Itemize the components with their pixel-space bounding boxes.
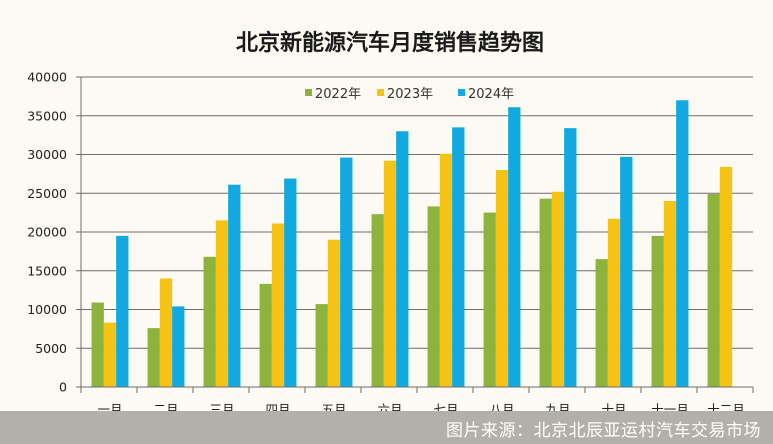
bar-2023-6 xyxy=(383,160,397,387)
legend-swatch-2022 xyxy=(305,89,312,96)
bar-2022-9 xyxy=(539,198,552,387)
y-tick-label: 15000 xyxy=(27,263,67,278)
legend-swatch-2023 xyxy=(377,89,384,96)
y-tick-label: 30000 xyxy=(27,147,67,162)
bar-2022-4 xyxy=(259,283,272,387)
legend: 2022年 2023年 2024年 xyxy=(305,87,514,102)
y-tick-label: 40000 xyxy=(27,70,67,85)
bar-2024-9 xyxy=(564,128,577,387)
y-tick-label: 25000 xyxy=(27,186,67,201)
bar-2023-3 xyxy=(215,220,229,387)
bar-2023-9 xyxy=(551,191,565,387)
bar-2023-12 xyxy=(719,166,733,387)
gridlines xyxy=(81,76,753,349)
legend-label-2024: 2024年 xyxy=(468,87,514,102)
bar-2024-4 xyxy=(284,178,297,387)
bar-2024-11 xyxy=(676,100,689,387)
bar-2023-8 xyxy=(495,170,509,387)
bar-2023-11 xyxy=(663,201,677,387)
y-tick-label: 35000 xyxy=(27,108,67,123)
bars xyxy=(91,100,733,387)
chart-title: 北京新能源汽车月度销售趋势图 xyxy=(236,30,544,56)
bar-2024-1 xyxy=(116,235,129,387)
bar-2022-5 xyxy=(315,304,328,387)
bar-2024-8 xyxy=(508,107,521,387)
y-tick-label: 0 xyxy=(59,380,67,395)
bar-2024-3 xyxy=(228,184,241,387)
legend-label-2023: 2023年 xyxy=(387,87,433,102)
source-text: 图片来源：北京北辰亚运村汽车交易市场 xyxy=(446,421,761,441)
bar-2022-8 xyxy=(483,212,496,387)
bar-2024-7 xyxy=(452,127,465,387)
bar-2024-5 xyxy=(340,157,353,387)
bar-2022-12 xyxy=(707,194,720,387)
bar-2022-2 xyxy=(147,328,160,387)
source-footer: 图片来源：北京北辰亚运村汽车交易市场 xyxy=(0,411,773,444)
bar-2023-10 xyxy=(607,218,621,387)
bar-2023-2 xyxy=(159,278,173,387)
bar-2023-5 xyxy=(327,239,341,387)
y-tick-label: 10000 xyxy=(27,302,67,317)
bar-2022-1 xyxy=(91,302,104,387)
bar-2022-10 xyxy=(595,259,608,387)
bar-2022-3 xyxy=(203,256,216,387)
bar-2024-6 xyxy=(396,131,409,387)
bar-2024-2 xyxy=(172,306,185,387)
y-tick-label: 20000 xyxy=(27,225,67,240)
legend-label-2022: 2022年 xyxy=(315,87,361,102)
bar-2023-7 xyxy=(439,153,453,387)
y-tick-label: 5000 xyxy=(35,341,67,356)
bar-2024-10 xyxy=(620,156,633,387)
bar-2022-6 xyxy=(371,214,384,387)
legend-swatch-2024 xyxy=(458,89,465,96)
bar-2022-7 xyxy=(427,206,440,387)
bar-2023-1 xyxy=(103,322,117,387)
bar-2022-11 xyxy=(651,235,664,387)
bar-2023-4 xyxy=(271,223,285,387)
